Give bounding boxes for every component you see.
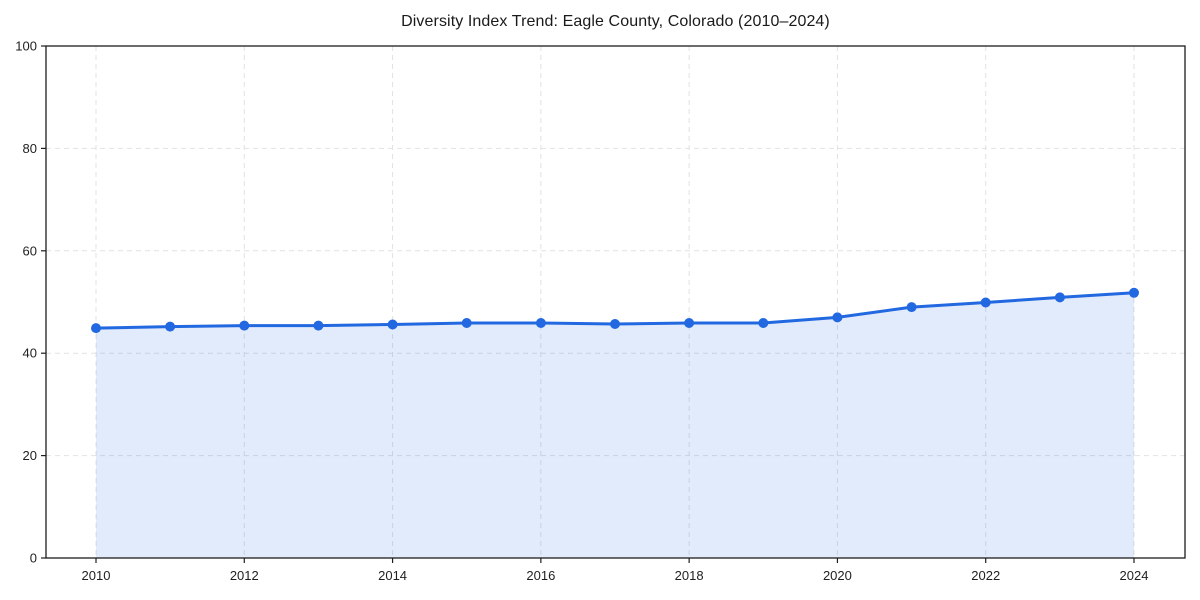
x-tick-label: 2022: [971, 568, 1000, 583]
y-tick-label: 60: [23, 243, 37, 258]
y-tick-label: 80: [23, 141, 37, 156]
data-point: [610, 319, 620, 329]
data-point: [461, 318, 472, 328]
x-tick-label: 2020: [823, 568, 852, 583]
y-tick-label: 0: [30, 551, 37, 566]
x-tick-label: 2024: [1120, 568, 1149, 583]
y-tick-label: 20: [23, 448, 37, 463]
data-point: [239, 320, 250, 331]
plot-frame: [45, 45, 1186, 559]
data-point: [684, 318, 695, 328]
x-tick-label: 2018: [675, 568, 704, 583]
x-tick-label: 2010: [82, 568, 111, 583]
data-point: [165, 321, 176, 332]
x-tick-label: 2012: [230, 568, 259, 583]
y-tick-label: 100: [15, 39, 37, 54]
data-point: [313, 320, 324, 331]
data-point: [387, 319, 398, 330]
x-tick-label: 2014: [378, 568, 407, 583]
data-point: [832, 312, 843, 323]
data-point: [906, 302, 917, 313]
data-point: [758, 318, 769, 328]
data-point: [1054, 292, 1065, 303]
chart-title: Diversity Index Trend: Eagle County, Col…: [401, 13, 830, 30]
area-fill: [96, 292, 1134, 558]
data-point: [91, 323, 101, 334]
data-point: [535, 318, 546, 328]
data-point: [980, 297, 991, 308]
x-tick-label: 2016: [526, 568, 555, 583]
data-point: [1129, 287, 1139, 298]
y-tick-label: 40: [23, 346, 37, 361]
